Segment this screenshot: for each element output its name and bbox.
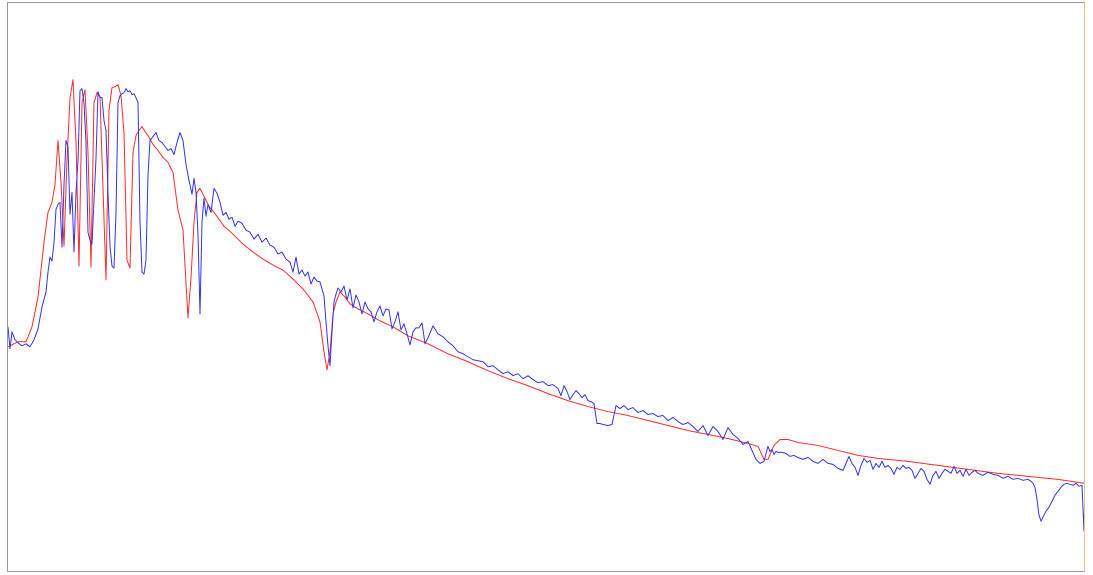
- series-line-2: [8, 88, 1084, 532]
- plot-area: [7, 2, 1085, 572]
- series-line-1: [8, 79, 1084, 484]
- spectrum-chart: [8, 79, 1084, 532]
